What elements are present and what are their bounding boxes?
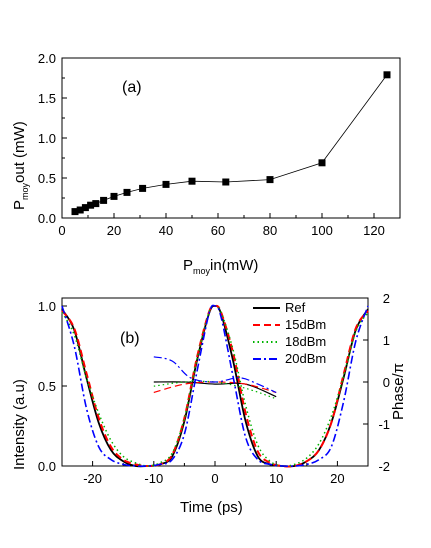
a-marker: [92, 200, 100, 208]
a-marker: [383, 71, 391, 79]
legend-label-Ref: Ref: [285, 300, 306, 315]
a-ytick-label: 1.5: [38, 91, 56, 106]
a-marker: [222, 178, 230, 186]
a-xtick-label: 0: [58, 223, 65, 238]
panel-a-ylabel: Pmoyout (mW): [11, 121, 30, 210]
panel-a-xlabel-rest: in(mW): [210, 257, 258, 274]
a-xtick-label: 60: [211, 223, 225, 238]
b-y2tick-label: 1: [383, 333, 390, 348]
panel-a-ticks: 0 20 40 60 80 100 120 0.0 0.5 1.0 1.5 2.0: [38, 51, 385, 238]
a-marker: [266, 176, 274, 184]
b-ytick-label: 1.0: [38, 299, 56, 314]
a-marker: [123, 188, 131, 196]
a-ytick-label: 0.5: [38, 171, 56, 186]
panel-a-xlabel-sub: moy: [193, 266, 211, 276]
legend-label-15dBm: 15dBm: [285, 317, 326, 332]
a-xtick-label: 100: [311, 223, 333, 238]
panel-b-label: (b): [120, 330, 140, 347]
b-intensity-20dBm: [61, 304, 369, 468]
a-xtick-label: 20: [107, 223, 121, 238]
b-ytick-label: 0.5: [38, 379, 56, 394]
a-marker: [188, 177, 196, 185]
a-ytick-label: 0.0: [38, 211, 56, 226]
panel-a-xlabel-base: P: [183, 257, 193, 274]
panel-b-legend: Ref 15dBm 18dBm 20dBm: [253, 300, 326, 366]
a-marker: [71, 208, 79, 216]
legend-label-18dBm: 18dBm: [285, 334, 326, 349]
a-xtick-label: 40: [159, 223, 173, 238]
panel-b-ylabel: Intensity (a.u): [11, 379, 28, 470]
b-y2tick-label: 0: [383, 375, 390, 390]
a-marker: [110, 192, 118, 200]
b-phase-20dBm: [153, 356, 277, 394]
panel-a-ylabel-rest: out (mW): [11, 121, 28, 183]
a-marker: [318, 159, 326, 167]
b-xtick-label: -10: [144, 471, 163, 486]
a-marker: [76, 206, 84, 214]
a-xtick-label: 120: [363, 223, 385, 238]
b-xtick-label: -20: [83, 471, 102, 486]
panel-a-ylabel-base: P: [11, 200, 28, 210]
b-xtick-label: 20: [330, 471, 344, 486]
panel-a-ylabel-sub: moy: [20, 182, 30, 200]
b-xtick-label: 10: [269, 471, 283, 486]
panel-b-xlabel: Time (ps): [180, 499, 243, 516]
a-ytick-label: 2.0: [38, 51, 56, 66]
a-marker: [87, 201, 95, 209]
panel-a-label: (a): [122, 79, 142, 96]
b-ytick-label: 0.0: [38, 459, 56, 474]
b-y2tick-label: -2: [378, 459, 390, 474]
a-ytick-label: 1.0: [38, 131, 56, 146]
panel-b-y2label: Phase/π: [390, 363, 407, 420]
b-phase-Ref: [153, 381, 277, 398]
b-xtick-label: 0: [211, 471, 218, 486]
b-phase-15dBm: [153, 381, 277, 394]
panel-a-xlabel: Pmoyin(mW): [183, 257, 258, 276]
panel-a-data: [71, 71, 391, 216]
b-y2tick-label: 2: [383, 291, 390, 306]
a-marker: [139, 184, 147, 192]
a-marker: [100, 196, 108, 204]
b-y2tick-label: -1: [378, 417, 390, 432]
panel-b-data: [61, 304, 369, 468]
legend-label-20dBm: 20dBm: [285, 351, 326, 366]
a-marker: [81, 204, 89, 212]
a-xtick-label: 80: [263, 223, 277, 238]
a-marker: [162, 180, 170, 188]
